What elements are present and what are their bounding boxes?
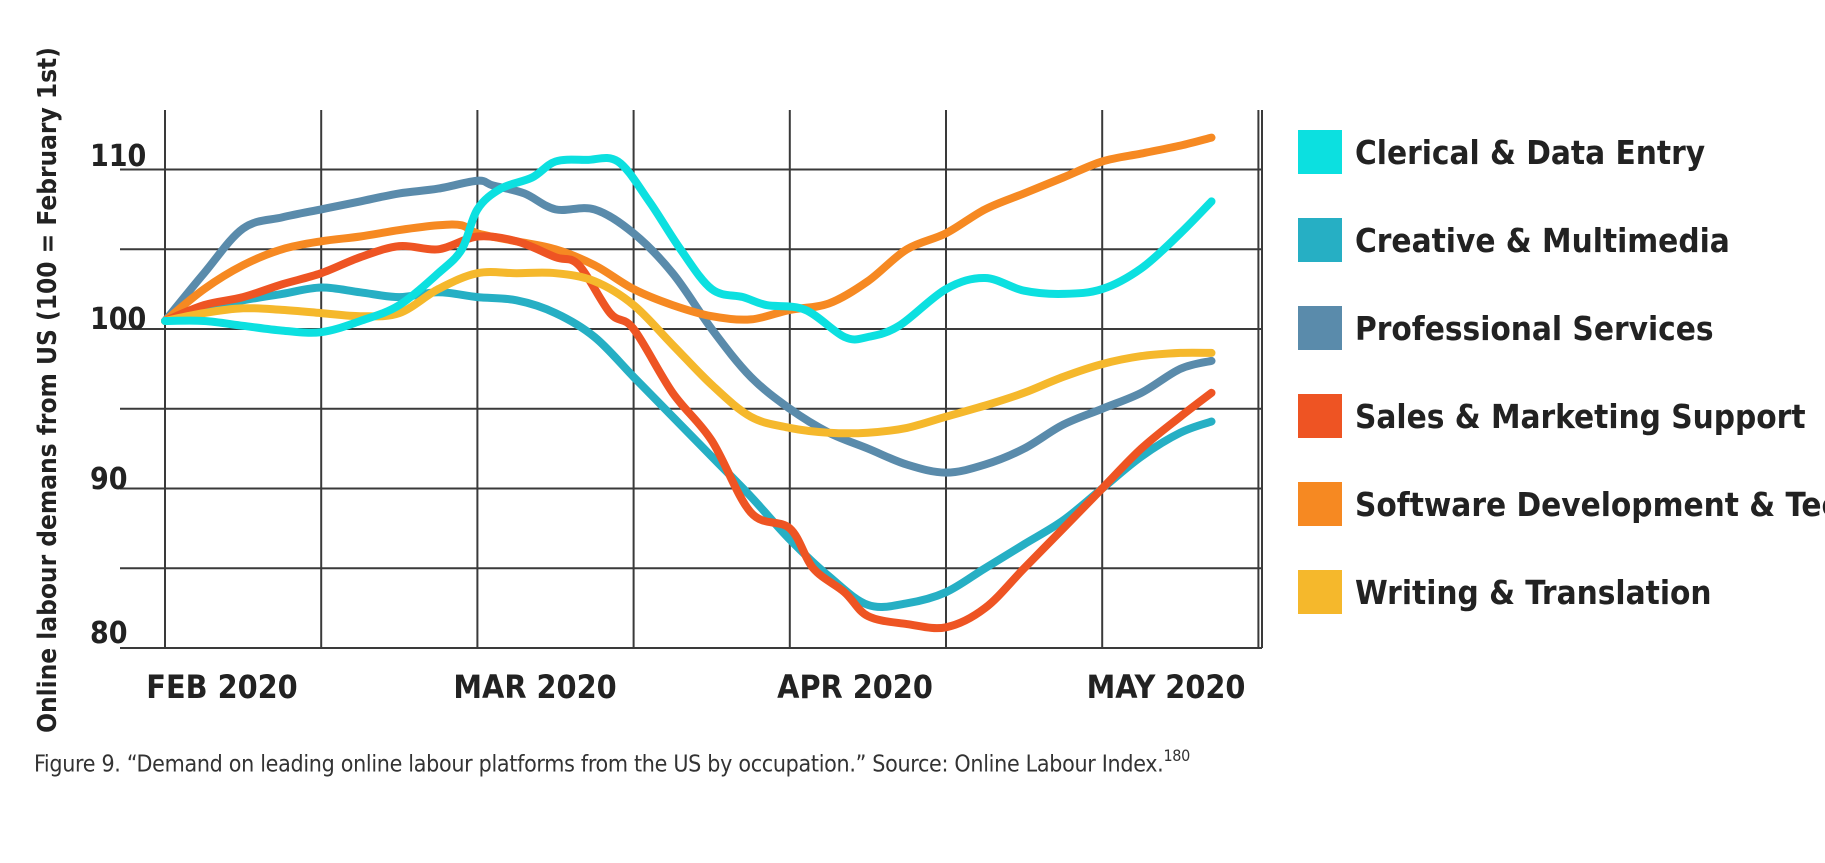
legend-swatch-clerical-data-entry bbox=[1298, 130, 1342, 174]
x-tick-label: APR 2020 bbox=[777, 668, 933, 706]
legend-label-creative-multimedia: Creative & Multimedia bbox=[1355, 221, 1730, 260]
y-tick-labels: 110 100 90 80 bbox=[90, 139, 146, 651]
chart-legend: Clerical & Data Entry Creative & Multimed… bbox=[1298, 130, 1825, 614]
x-tick-label: FEB 2020 bbox=[146, 668, 297, 706]
caption-text: Figure 9. “Demand on leading online labo… bbox=[34, 751, 1164, 778]
legend-label-clerical-data-entry: Clerical & Data Entry bbox=[1355, 133, 1705, 172]
chart-series-lines bbox=[161, 133, 1216, 633]
chart-grid bbox=[120, 110, 1263, 649]
legend-swatch-sales-marketing-support bbox=[1298, 394, 1342, 438]
legend-label-software-development-tech: Software Development & Tech bbox=[1355, 485, 1825, 524]
y-tick-label: 80 bbox=[90, 616, 128, 651]
legend-label-professional-services: Professional Services bbox=[1355, 309, 1714, 348]
series-line-writing-translation bbox=[161, 268, 1216, 438]
series-line-creative-multimedia bbox=[161, 283, 1216, 611]
legend-label-sales-marketing-support: Sales & Marketing Support bbox=[1355, 397, 1806, 436]
y-tick-label: 90 bbox=[90, 462, 128, 497]
legend-swatch-writing-translation bbox=[1298, 570, 1342, 614]
legend-swatch-creative-multimedia bbox=[1298, 218, 1342, 262]
y-tick-label: 100 bbox=[90, 302, 146, 337]
y-axis-label: Online labour demans from US (100 = Febr… bbox=[33, 47, 63, 733]
series-line-professional-services bbox=[161, 176, 1216, 477]
x-tick-label: MAY 2020 bbox=[1087, 668, 1246, 706]
x-tick-labels: FEB 2020 MAR 2020 APR 2020 MAY 2020 bbox=[146, 668, 1245, 706]
figure-caption: Figure 9. “Demand on leading online labo… bbox=[34, 746, 1191, 778]
series-line-software-development-tech bbox=[161, 133, 1216, 325]
x-tick-label: MAR 2020 bbox=[453, 668, 616, 706]
series-line-clerical-data-entry bbox=[161, 153, 1216, 344]
series-line-sales-marketing-support bbox=[161, 232, 1216, 633]
legend-label-writing-translation: Writing & Translation bbox=[1355, 573, 1712, 612]
y-tick-label: 110 bbox=[90, 139, 146, 174]
legend-swatch-software-development-tech bbox=[1298, 482, 1342, 526]
line-chart: 110 100 90 80 FEB 2020 MAR 2020 APR 2020 MAY 2… bbox=[33, 47, 1825, 733]
legend-swatch-professional-services bbox=[1298, 306, 1342, 350]
caption-reference: 180 bbox=[1163, 746, 1191, 765]
